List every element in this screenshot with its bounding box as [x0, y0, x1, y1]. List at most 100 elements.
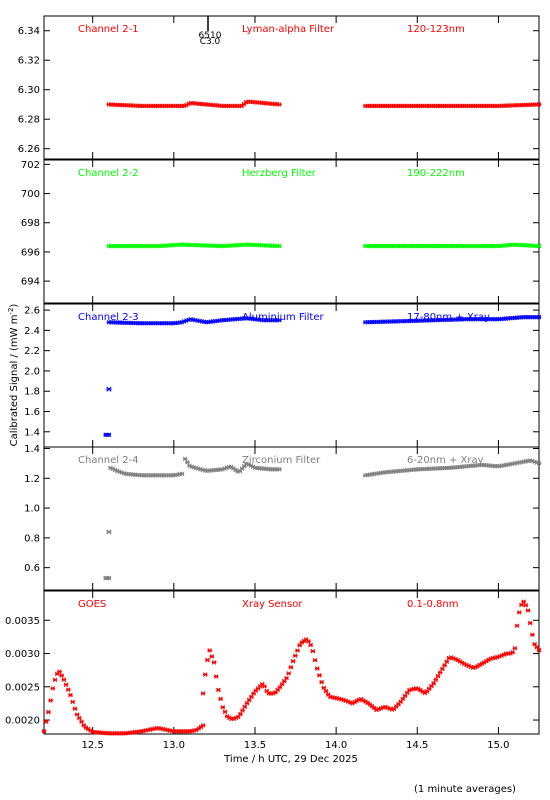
panel-3-data-point — [106, 432, 112, 438]
panel-5-data-point — [79, 719, 84, 725]
panel-5-data-point — [262, 684, 267, 689]
panel-3-ytick-label: 1.8 — [24, 387, 40, 398]
x-axis-label: Time / h UTC, 29 Dec 2025 — [223, 754, 358, 765]
panel-5-data-point — [532, 641, 537, 647]
panel-5-data-point — [536, 647, 542, 653]
panel-5-data-point — [319, 679, 324, 685]
panel-2-ytick-label: 702 — [21, 160, 40, 171]
panel-5-data-point — [70, 699, 76, 705]
panel-5-data-point — [240, 708, 245, 713]
panel-5-data-point — [48, 698, 53, 703]
panel-5-data-point — [534, 644, 540, 650]
panel-5-data-point — [442, 663, 447, 668]
panel-5-data-point — [510, 649, 515, 655]
panel-3-outlier-point — [106, 386, 112, 392]
panel-4-ytick-label: 0.8 — [24, 533, 40, 544]
panel-5-data-point — [525, 608, 531, 613]
panel-3-ytick-label: 2.4 — [24, 326, 40, 337]
panel-3-filter-label: Aluminium Filter — [242, 312, 325, 323]
x-tick-label: 15.0 — [487, 740, 509, 751]
panel-5-data-point — [246, 697, 252, 703]
panel-3-ytick-label: 1.6 — [24, 407, 40, 418]
panel-3-band-label: 17-80nm + Xray — [407, 312, 490, 323]
panel-4-data-point — [179, 471, 185, 477]
panel-1-ytick-label: 6.34 — [18, 26, 40, 37]
panel-5-data-point — [211, 660, 217, 665]
panel-5-data-point — [200, 691, 206, 696]
panel-5-data-point — [216, 687, 221, 693]
panel-5-data-point — [205, 657, 210, 663]
panel-4-data-point — [277, 467, 282, 472]
panel-4-data-point — [185, 459, 190, 465]
panel-2-ytick-label: 696 — [21, 247, 40, 258]
panel-5-data-point — [207, 648, 212, 653]
panel-5-data-point — [282, 678, 287, 684]
x-tick-label: 14.5 — [406, 740, 428, 751]
panel-5-data-point — [209, 654, 215, 659]
panel-2-ytick-label: 694 — [21, 277, 40, 288]
panel-4-channel-label: Channel 2-4 — [78, 455, 139, 466]
panel-3-ytick-label: 2.6 — [24, 306, 40, 317]
panel-4-ytick-label: 1.4 — [24, 444, 40, 455]
panel-5-filter-label: Xray Sensor — [242, 599, 303, 610]
panel-5-data-point — [527, 620, 533, 626]
panel-1-ytick-label: 6.28 — [18, 115, 40, 126]
panel-5-data-point — [435, 673, 441, 679]
panel-5-data-point — [437, 670, 443, 675]
panel-5-data-point — [59, 673, 64, 678]
panel-5-data-point — [277, 685, 283, 690]
panel-5-data-point — [72, 706, 78, 711]
x-tick-label: 12.5 — [82, 740, 104, 751]
panel-2-filter-label: Herzberg Filter — [242, 168, 317, 179]
panel-5-data-point — [440, 666, 445, 672]
panel-2-data-point — [277, 243, 282, 249]
panel-3-ytick-label: 2.0 — [24, 366, 40, 377]
panel-3-data-point — [536, 314, 542, 320]
panel-4-ytick-label: 1.0 — [24, 504, 40, 515]
panel-5-data-point — [68, 692, 73, 698]
panel-5-ytick-label: 0.0035 — [5, 616, 40, 627]
panel-5-data-point — [290, 658, 296, 664]
panel-5-data-point — [295, 648, 300, 653]
panel-5-data-point — [77, 715, 82, 721]
y-axis-label-close: ) — [9, 304, 20, 308]
panel-5-data-point — [514, 623, 520, 629]
panel-2-frame — [43, 159, 540, 304]
panel-5-data-point — [516, 610, 522, 615]
panel-2-ytick-label: 700 — [21, 189, 40, 200]
panel-5-data-point — [292, 653, 298, 658]
panel-5-channel-label: GOES — [78, 599, 106, 610]
panel-5-data-point — [523, 603, 529, 608]
panel-1-band-label: 120-123nm — [407, 24, 465, 35]
panel-1-filter-label: Lyman-alpha Filter — [242, 24, 335, 35]
panel-5-ytick-label: 0.0030 — [5, 649, 40, 660]
y-axis-label-superscript: -2 — [7, 308, 15, 315]
panel-5-data-point — [317, 673, 322, 678]
y-axis-label: Calibrated Signal / (mW m-2) — [7, 304, 20, 447]
panel-5-data-point — [308, 642, 313, 648]
panel-1-ytick-label: 6.30 — [18, 85, 40, 96]
panel-4-outlier-point — [106, 529, 112, 535]
panel-5-ytick-label: 0.0025 — [5, 682, 40, 693]
flare-event-class: C3.0 — [200, 37, 221, 47]
panel-5-data-point — [279, 681, 285, 687]
panel-1-frame — [43, 15, 540, 160]
y-axis-label-main: Calibrated Signal / (mW m — [9, 315, 20, 447]
panel-5-data-point — [444, 659, 450, 664]
panel-5-data-point — [314, 666, 320, 671]
panel-1-channel-label: Channel 2-1 — [78, 24, 139, 35]
panel-5-data-point — [530, 632, 535, 638]
panel-5-data-point — [63, 682, 69, 687]
panel-5-data-point — [519, 602, 524, 608]
panel-5-data-point — [323, 688, 329, 694]
panel-5-data-point — [286, 671, 291, 676]
panel-5-data-point — [200, 723, 206, 728]
panel-3-channel-label: Channel 2-3 — [78, 312, 139, 323]
x-tick-label: 13.0 — [163, 740, 185, 751]
x-tick-label: 13.5 — [244, 740, 266, 751]
panel-5-data-point — [218, 696, 223, 702]
panel-4-data-point — [106, 575, 112, 581]
panel-5-data-point — [242, 704, 248, 710]
panel-5-data-point — [431, 681, 436, 686]
